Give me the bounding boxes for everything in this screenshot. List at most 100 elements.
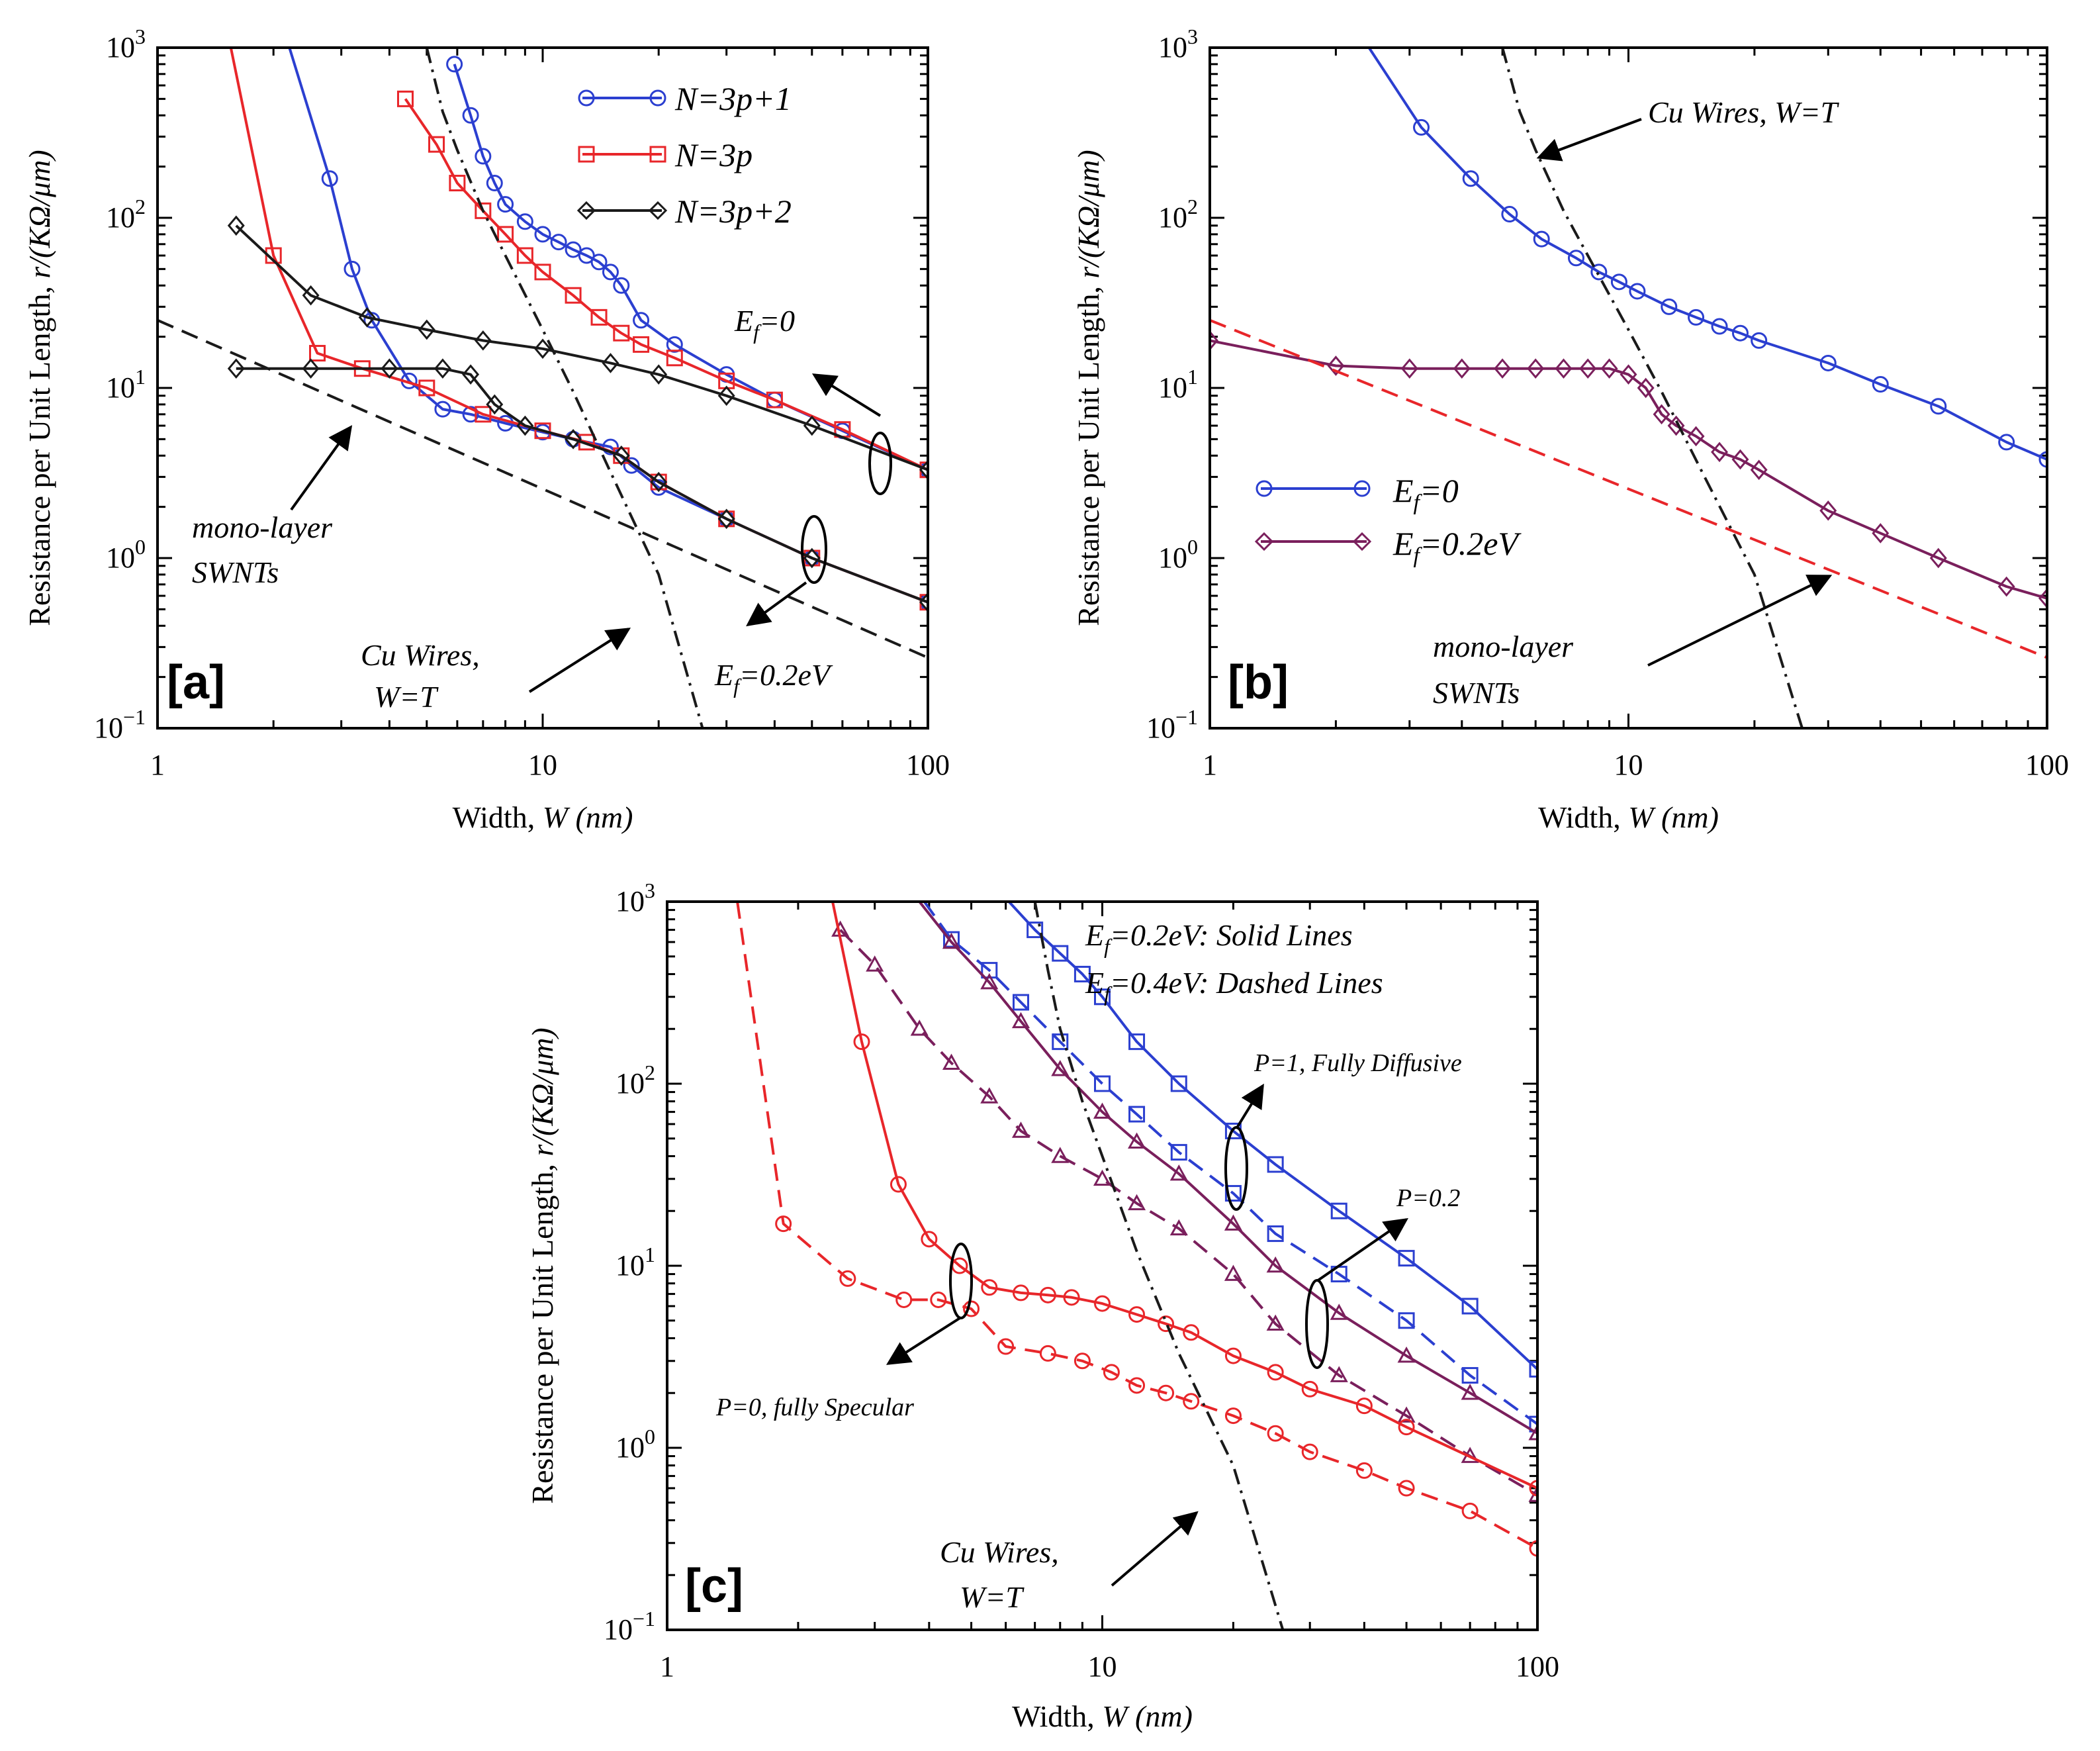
data-point [1529,1360,1537,1378]
data-point [449,175,466,192]
data-point [1073,1352,1091,1370]
data-point [1819,354,1837,371]
data-point [1266,1314,1285,1331]
y-tick-label: 102 [616,1061,655,1100]
data-point [1590,263,1608,281]
x-tick-label: 100 [2025,749,2069,781]
annotation-cu-c: Cu Wires, [940,1535,1059,1569]
x-tick-label: 1 [1203,749,1217,781]
data-point [590,308,608,326]
annotation-wt: W=T [374,680,439,714]
data-point [613,324,630,342]
annotation-ef0-ellipse [868,432,892,495]
data-point [1461,1367,1479,1384]
x-axis-label: Width, W (nm) [1012,1699,1193,1733]
data-point [1355,1462,1373,1479]
annotation-monolayer: mono-layer [192,510,333,544]
series-line-p-0-2-e-f-0-4ev [839,929,1537,1497]
data-point [1158,1315,1175,1333]
data-point [1398,1312,1415,1329]
annotation-swnts-b: SWNTs [1433,676,1520,710]
y-tick-label: 103 [616,878,655,918]
data-point [1929,547,1947,569]
panel-c-overlays: Ef=0.2eV: Solid Lines Ef=0.4eV: Dashed L… [685,918,1462,1614]
data-point [1579,358,1597,379]
legend-label-ef02: Ef=0.2eV [1392,525,1522,568]
data-point [803,547,821,569]
data-point [1637,377,1655,399]
data-point [980,1087,999,1104]
x-tick-label: 100 [1516,1650,1559,1683]
data-point [1501,206,1518,223]
data-point [381,358,398,379]
data-point [717,385,735,406]
data-point [227,358,245,379]
data-point [516,213,533,230]
data-point [1687,426,1705,447]
y-tick-label: 102 [106,195,146,234]
data-point [1461,1298,1479,1315]
data-point [1183,1393,1200,1410]
data-point [475,406,492,423]
data-point [1533,230,1550,248]
series-line-mono-layer-swnts [158,318,928,659]
data-point [942,931,960,948]
legend-text-solid: Ef=0.2eV: Solid Lines [1085,918,1353,958]
data-point [550,234,567,251]
annotation-cu-arrow [528,628,631,693]
x-axis-label: Width, W (nm) [1538,800,1719,834]
y-axis-label: Resistance per Unit Length, r/(KΩ/μm) [1072,150,1105,626]
data-point [1997,576,2015,597]
data-point [1073,965,1091,982]
data-point [1600,358,1618,379]
data-point [633,312,650,329]
x-tick-label: 100 [906,749,950,781]
data-point [1330,1366,1348,1382]
y-tick-label: 10−1 [1146,705,1198,744]
annotation-monolayer-b: mono-layer [1433,630,1574,663]
data-point [565,429,582,450]
data-point [1688,308,1705,326]
data-point [1210,330,1218,351]
series-line-cu-wires-w-t [1033,902,1285,1630]
plot-frame [1209,46,2048,730]
legend-marker-ef0 [1255,480,1273,497]
data-point [1052,1033,1069,1051]
data-point [981,1279,998,1296]
data-point [1158,1384,1175,1401]
data-point [474,330,492,351]
series-line-p-1-fully-diffusive-e-f-0-2ev [1007,902,1537,1370]
legend-marker-3p2 [576,201,596,220]
y-tick-label: 101 [106,365,146,404]
data-point [1872,376,1889,393]
data-point [1397,1346,1416,1363]
series-line-mono-layer-swnts [1210,318,2047,659]
data-point [534,226,551,243]
data-point [1397,1406,1416,1423]
data-point [1224,1214,1242,1231]
annotation-p02: P=0.2 [1396,1184,1460,1212]
data-point [1413,118,1430,136]
data-point [1462,170,1479,187]
series-line-e-f-0-2ev [1210,339,2047,600]
data-point [1330,1202,1347,1219]
y-tick-label: 103 [106,24,146,64]
data-point [1267,1364,1284,1381]
data-point [775,1215,792,1233]
data-point [1094,988,1111,1006]
data-point [1398,1250,1415,1267]
data-point [475,202,492,219]
panel-b-overlays: Cu Wires, W=T Ef=0 Ef=0.2eV mono-layer S… [1228,95,1840,710]
legend-label-3p: N=3p [674,136,753,173]
data-point [1400,358,1418,379]
data-point [766,391,783,408]
annotation-swnts: SWNTs [192,555,279,589]
data-point [666,350,683,367]
data-point [475,148,492,165]
data-point [446,56,463,73]
data-point [921,1231,938,1248]
data-point [1629,283,1646,300]
data-point [890,1176,907,1193]
x-tick-label: 10 [528,749,557,781]
data-point [1012,994,1029,1011]
